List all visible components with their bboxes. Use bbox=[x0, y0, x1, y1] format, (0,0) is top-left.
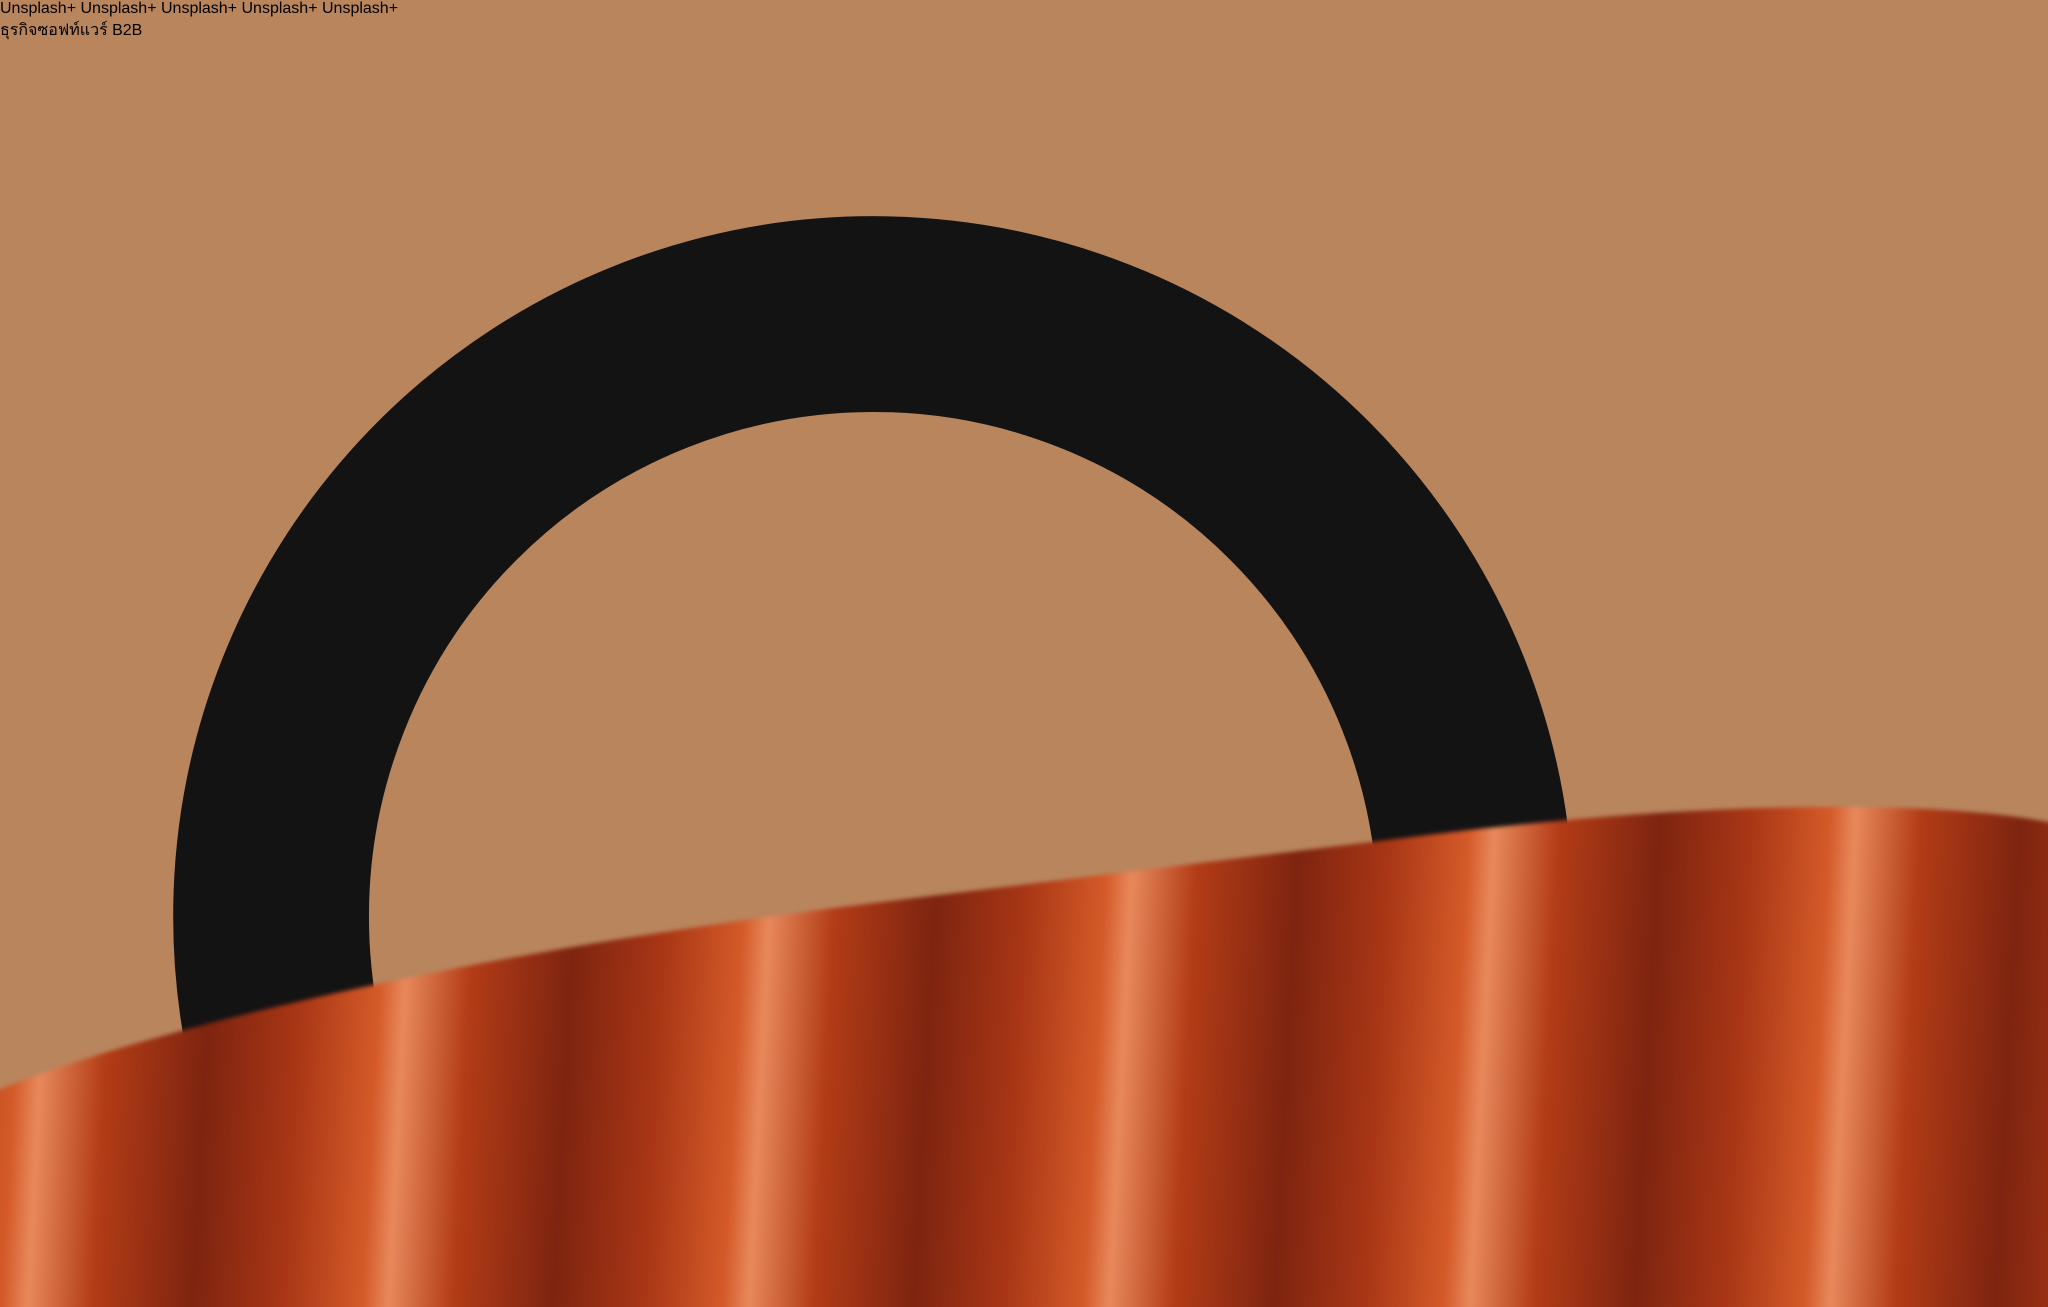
watermark-text: Unsplash+ bbox=[161, 0, 238, 17]
search-icon[interactable] bbox=[0, 43, 2048, 1307]
watermark-text: Unsplash+ bbox=[80, 0, 157, 17]
watermark-text: Unsplash+ bbox=[241, 0, 318, 17]
watermark-text: Unsplash+ bbox=[0, 0, 77, 17]
search-input[interactable]: ธุรกิจซอฟท์แวร์ B2B bbox=[0, 22, 143, 39]
search-bar[interactable]: ธุรกิจซอฟท์แวร์ B2B bbox=[0, 18, 2048, 1307]
watermark-text: Unsplash+ bbox=[322, 0, 399, 17]
